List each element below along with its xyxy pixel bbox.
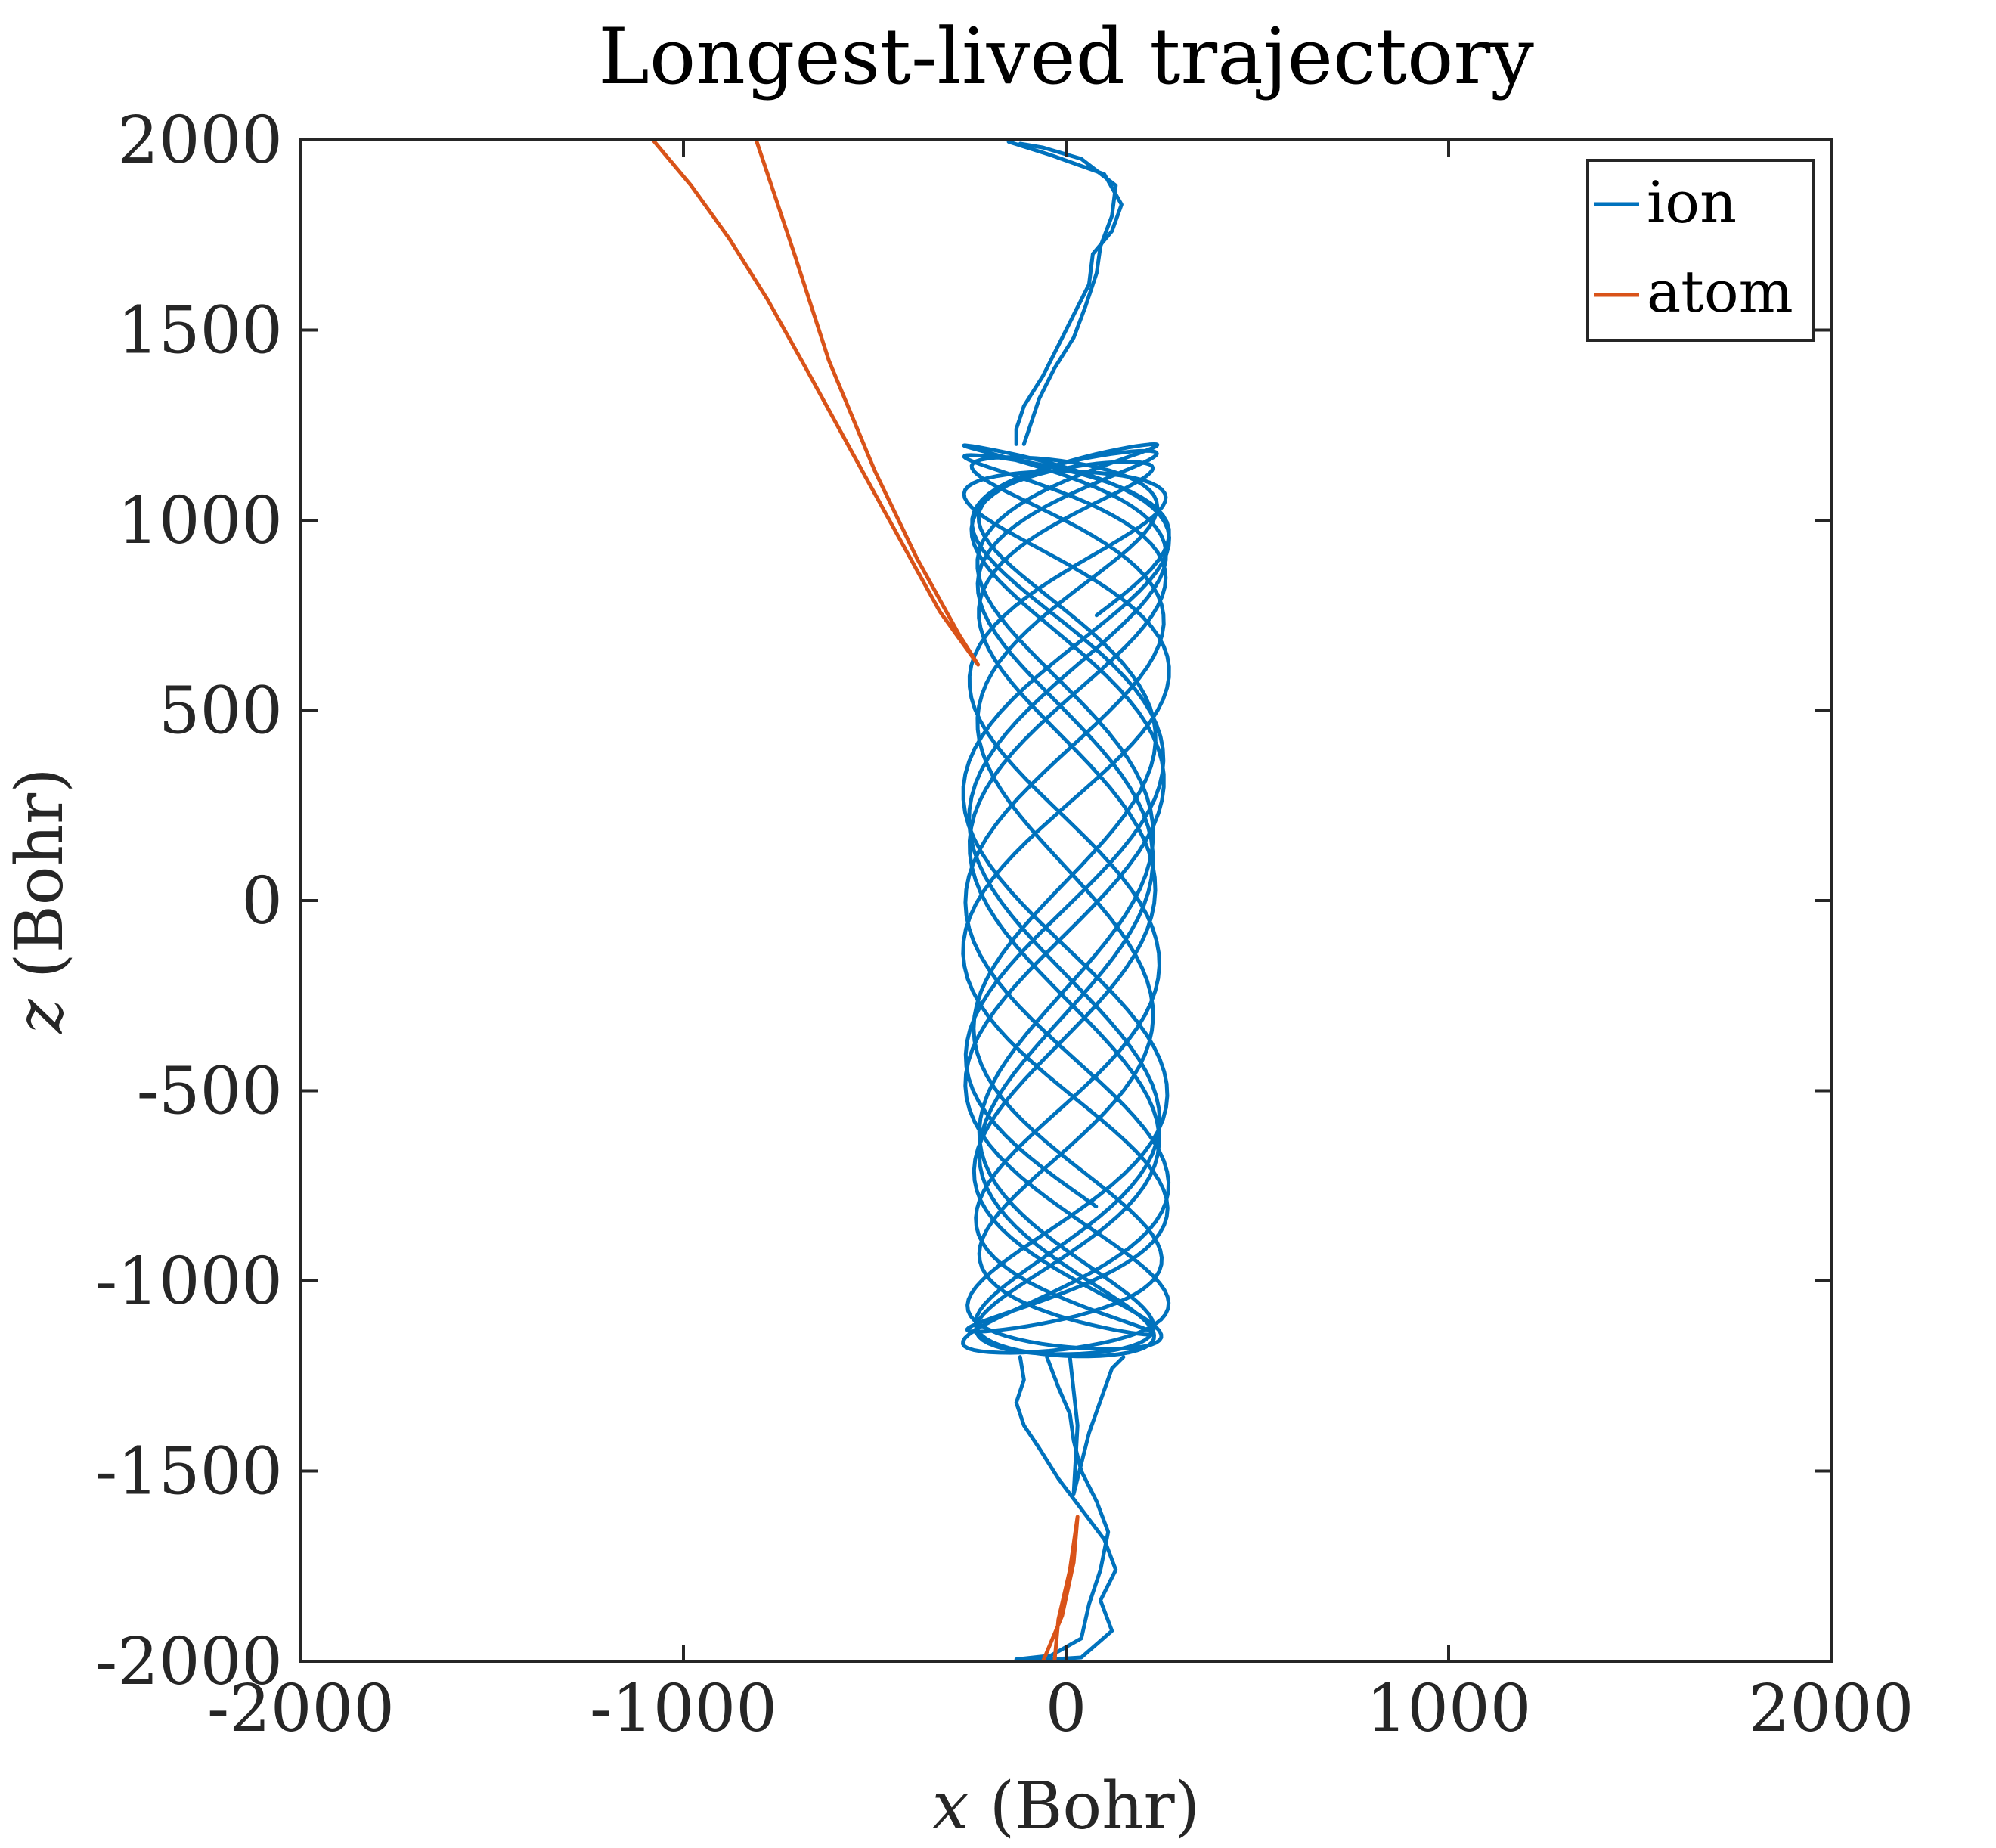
ion-path-upper-2 bbox=[1006, 140, 1124, 446]
ion-path-upper bbox=[1018, 141, 1118, 446]
y-tick-label: -1000 bbox=[95, 1244, 283, 1319]
y-axis-variable: z bbox=[2, 999, 78, 1034]
y-tick-label: 2000 bbox=[117, 103, 283, 178]
chart-title: Longest-lived trajectory bbox=[598, 12, 1534, 102]
data-layer bbox=[651, 140, 1171, 1661]
y-tick-label: 1000 bbox=[117, 483, 283, 559]
y-axis-label: z (Bohr) bbox=[2, 767, 78, 1034]
y-tick-label: -2000 bbox=[95, 1624, 283, 1700]
plot-area bbox=[301, 140, 1831, 1661]
x-tick-label: -2000 bbox=[207, 1671, 395, 1747]
y-tick-label: -500 bbox=[137, 1054, 283, 1130]
x-tick-label: 2000 bbox=[1749, 1671, 1914, 1747]
ion-path-branch bbox=[1068, 1355, 1126, 1496]
x-axis-unit: (Bohr) bbox=[990, 1769, 1201, 1844]
y-tick-label: 0 bbox=[241, 864, 283, 939]
ion-path-lower bbox=[1014, 1355, 1118, 1661]
ion-trap-oscillation bbox=[961, 442, 1171, 1359]
atom-path-lower bbox=[1041, 1515, 1080, 1661]
legend-box bbox=[1586, 159, 1815, 342]
tick-layer: -2000 -1000 0 1000 2000 -2000 -1500 -1000 -500 0 5… bbox=[95, 103, 1914, 1747]
legend: ion atom bbox=[1586, 159, 1815, 342]
x-axis-label: x (Bohr) bbox=[932, 1769, 1200, 1844]
atom-path-upper bbox=[651, 140, 981, 667]
x-axis-variable: x bbox=[932, 1769, 969, 1844]
x-tick-label: 1000 bbox=[1366, 1671, 1532, 1747]
ion-path-lower-2 bbox=[1014, 1355, 1111, 1661]
legend-atom-label: atom bbox=[1647, 258, 1793, 325]
y-tick-label: 500 bbox=[159, 674, 283, 749]
legend-ion-label: ion bbox=[1647, 169, 1737, 236]
y-axis-unit: (Bohr) bbox=[2, 767, 78, 978]
x-tick-label: -1000 bbox=[590, 1671, 777, 1747]
x-tick-label: 0 bbox=[1046, 1671, 1087, 1747]
y-tick-label: 1500 bbox=[117, 293, 283, 369]
y-tick-label: -1500 bbox=[95, 1434, 283, 1510]
